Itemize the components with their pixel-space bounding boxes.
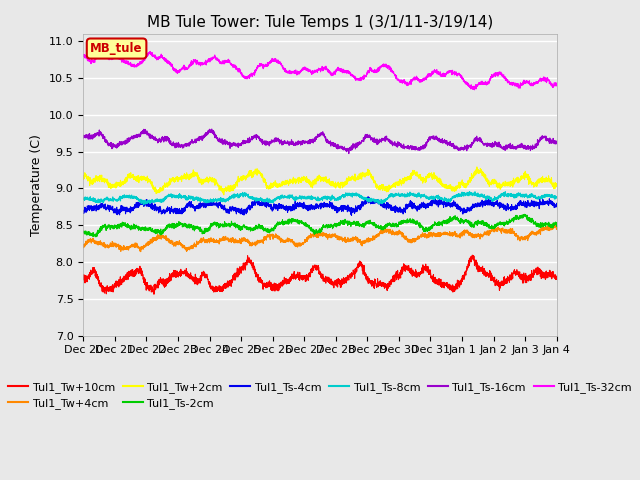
- Tul1_Ts-2cm: [79, 230, 87, 236]
- Tul1_Ts-32cm: [261, 63, 269, 69]
- Tul1_Ts-32cm: [544, 76, 552, 82]
- Tul1_Ts-4cm: [553, 204, 561, 210]
- Tul1_Ts-32cm: [470, 87, 478, 93]
- Tul1_Ts-2cm: [282, 218, 289, 224]
- Tul1_Ts-8cm: [261, 199, 269, 205]
- Tul1_Ts-32cm: [147, 49, 154, 55]
- Tul1_Ts-16cm: [345, 151, 353, 156]
- Tul1_Ts-16cm: [282, 141, 289, 146]
- Line: Tul1_Tw+4cm: Tul1_Tw+4cm: [83, 224, 557, 252]
- Tul1_Tw+10cm: [544, 275, 552, 280]
- Tul1_Tw+2cm: [133, 177, 141, 182]
- Tul1_Ts-4cm: [544, 202, 552, 207]
- Text: MB_tule: MB_tule: [90, 42, 143, 55]
- Tul1_Ts-2cm: [162, 226, 170, 232]
- Tul1_Ts-8cm: [133, 196, 141, 202]
- Tul1_Ts-8cm: [466, 189, 474, 194]
- Tul1_Ts-4cm: [282, 204, 289, 210]
- Tul1_Tw+10cm: [150, 291, 158, 297]
- Tul1_Ts-2cm: [544, 221, 552, 227]
- Tul1_Tw+2cm: [282, 178, 289, 184]
- Line: Tul1_Ts-16cm: Tul1_Ts-16cm: [83, 129, 557, 154]
- Tul1_Ts-8cm: [282, 194, 289, 200]
- Tul1_Tw+10cm: [553, 273, 561, 279]
- Line: Tul1_Tw+10cm: Tul1_Tw+10cm: [83, 255, 557, 294]
- Tul1_Ts-8cm: [493, 196, 500, 202]
- Tul1_Ts-2cm: [134, 224, 141, 230]
- Tul1_Tw+2cm: [493, 180, 500, 186]
- Tul1_Tw+2cm: [79, 174, 87, 180]
- Tul1_Tw+2cm: [161, 184, 169, 190]
- Tul1_Ts-16cm: [261, 138, 269, 144]
- Line: Tul1_Ts-32cm: Tul1_Ts-32cm: [83, 52, 557, 90]
- Tul1_Ts-2cm: [553, 222, 561, 228]
- Tul1_Tw+4cm: [162, 236, 170, 242]
- Tul1_Tw+4cm: [282, 239, 289, 244]
- Tul1_Tw+4cm: [133, 241, 141, 247]
- Tul1_Ts-32cm: [79, 52, 87, 58]
- Tul1_Ts-4cm: [133, 203, 141, 208]
- Tul1_Ts-8cm: [553, 194, 561, 200]
- Tul1_Ts-4cm: [348, 213, 355, 218]
- Tul1_Ts-16cm: [208, 126, 216, 132]
- Tul1_Ts-4cm: [364, 194, 372, 200]
- Tul1_Tw+2cm: [553, 181, 561, 187]
- Tul1_Tw+10cm: [493, 280, 500, 286]
- Tul1_Ts-4cm: [493, 202, 500, 207]
- Tul1_Tw+2cm: [220, 192, 228, 198]
- Tul1_Ts-16cm: [79, 135, 87, 141]
- Tul1_Tw+4cm: [553, 222, 561, 228]
- Tul1_Tw+4cm: [137, 249, 145, 254]
- Tul1_Ts-16cm: [544, 137, 552, 143]
- Tul1_Tw+10cm: [133, 267, 141, 273]
- Tul1_Tw+4cm: [544, 224, 552, 229]
- Line: Tul1_Ts-4cm: Tul1_Ts-4cm: [83, 197, 557, 216]
- Line: Tul1_Tw+2cm: Tul1_Tw+2cm: [83, 167, 557, 195]
- Tul1_Tw+10cm: [162, 276, 170, 282]
- Tul1_Ts-2cm: [261, 227, 269, 232]
- Tul1_Tw+10cm: [282, 278, 289, 284]
- Tul1_Tw+4cm: [553, 221, 561, 227]
- Tul1_Ts-8cm: [544, 192, 552, 197]
- Tul1_Tw+2cm: [544, 177, 552, 183]
- Tul1_Tw+10cm: [261, 283, 269, 288]
- Tul1_Tw+4cm: [493, 226, 500, 231]
- Y-axis label: Temperature (C): Temperature (C): [30, 134, 44, 236]
- Tul1_Ts-4cm: [161, 210, 169, 216]
- Tul1_Ts-16cm: [133, 133, 141, 139]
- Line: Tul1_Ts-8cm: Tul1_Ts-8cm: [83, 192, 557, 205]
- Tul1_Tw+10cm: [468, 252, 476, 258]
- Tul1_Ts-4cm: [79, 208, 87, 214]
- Tul1_Ts-8cm: [79, 196, 87, 202]
- Tul1_Ts-32cm: [493, 70, 500, 76]
- Line: Tul1_Ts-2cm: Tul1_Ts-2cm: [83, 214, 557, 237]
- Tul1_Ts-8cm: [140, 202, 147, 208]
- Tul1_Tw+10cm: [79, 273, 87, 279]
- Tul1_Ts-2cm: [521, 211, 529, 217]
- Tul1_Tw+2cm: [261, 177, 269, 183]
- Tul1_Ts-8cm: [162, 197, 170, 203]
- Tul1_Ts-2cm: [493, 223, 500, 228]
- Tul1_Ts-32cm: [553, 81, 561, 86]
- Tul1_Ts-32cm: [133, 63, 141, 69]
- Tul1_Ts-4cm: [261, 203, 269, 208]
- Tul1_Tw+2cm: [473, 164, 481, 170]
- Tul1_Ts-16cm: [161, 137, 169, 143]
- Tul1_Tw+4cm: [79, 245, 87, 251]
- Tul1_Ts-16cm: [553, 140, 561, 146]
- Tul1_Ts-16cm: [493, 143, 500, 149]
- Legend: Tul1_Tw+10cm, Tul1_Tw+4cm, Tul1_Tw+2cm, Tul1_Ts-2cm, Tul1_Ts-4cm, Tul1_Ts-8cm, T: Tul1_Tw+10cm, Tul1_Tw+4cm, Tul1_Tw+2cm, …: [4, 377, 636, 414]
- Title: MB Tule Tower: Tule Temps 1 (3/1/11-3/19/14): MB Tule Tower: Tule Temps 1 (3/1/11-3/19…: [147, 15, 493, 30]
- Tul1_Ts-32cm: [282, 66, 289, 72]
- Tul1_Ts-32cm: [162, 57, 170, 63]
- Tul1_Ts-2cm: [92, 234, 99, 240]
- Tul1_Tw+4cm: [261, 234, 269, 240]
